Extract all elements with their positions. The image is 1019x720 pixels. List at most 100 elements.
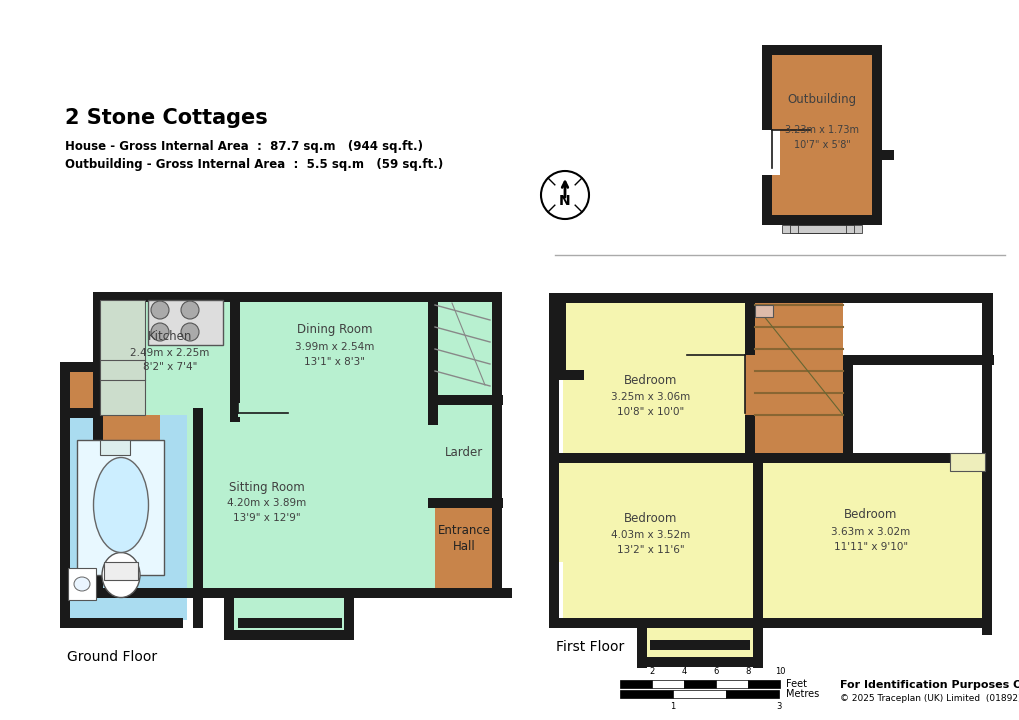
Bar xyxy=(752,453,762,628)
Text: House - Gross Internal Area  :  87.7 sq.m   (944 sq.ft.): House - Gross Internal Area : 87.7 sq.m … xyxy=(65,140,423,153)
Text: 1: 1 xyxy=(669,702,675,711)
Bar xyxy=(428,292,501,302)
Text: Sitting Room: Sitting Room xyxy=(229,480,305,493)
Bar xyxy=(93,292,103,592)
Text: First Floor: First Floor xyxy=(555,640,624,654)
Bar xyxy=(637,627,752,667)
Bar xyxy=(225,590,344,640)
Circle shape xyxy=(180,323,199,341)
Ellipse shape xyxy=(94,457,149,552)
Bar xyxy=(434,588,512,598)
Bar xyxy=(60,408,100,418)
Text: 13'9" x 12'9": 13'9" x 12'9" xyxy=(233,513,301,523)
Bar xyxy=(100,298,236,415)
Bar xyxy=(491,395,501,597)
Text: 4.20m x 3.89m: 4.20m x 3.89m xyxy=(227,498,307,508)
Bar xyxy=(193,408,203,628)
Bar xyxy=(649,640,749,650)
Text: 2: 2 xyxy=(649,667,654,676)
Bar xyxy=(104,562,138,580)
Text: 3.25m x 3.06m: 3.25m x 3.06m xyxy=(610,392,690,402)
Bar xyxy=(148,300,223,345)
Text: Hall: Hall xyxy=(452,541,475,554)
Bar xyxy=(637,618,646,668)
Bar xyxy=(434,298,499,415)
Bar xyxy=(562,302,752,462)
Bar xyxy=(620,690,673,698)
Text: Metres: Metres xyxy=(786,689,818,699)
Circle shape xyxy=(180,301,199,319)
Bar xyxy=(673,690,726,698)
Bar xyxy=(93,588,434,598)
Text: Outbuilding - Gross Internal Area  :  5.5 sq.m   (59 sq.ft.): Outbuilding - Gross Internal Area : 5.5 … xyxy=(65,158,443,171)
Bar xyxy=(555,618,752,628)
Bar xyxy=(548,293,558,373)
Bar xyxy=(982,293,993,365)
Bar xyxy=(754,305,772,317)
Circle shape xyxy=(151,301,169,319)
Text: 13'2" x 11'6": 13'2" x 11'6" xyxy=(616,545,684,555)
Text: 8: 8 xyxy=(745,667,750,676)
Bar xyxy=(343,588,354,640)
Ellipse shape xyxy=(102,552,140,598)
Bar xyxy=(752,302,842,462)
Bar xyxy=(428,292,437,422)
Bar xyxy=(752,618,762,668)
Circle shape xyxy=(151,323,169,341)
Bar xyxy=(224,588,233,640)
Bar xyxy=(434,415,499,507)
Bar xyxy=(491,292,501,597)
Bar xyxy=(562,462,752,627)
Bar xyxy=(236,298,434,415)
Bar xyxy=(761,45,881,55)
Bar xyxy=(761,130,780,175)
Bar xyxy=(548,293,558,628)
Bar xyxy=(651,680,684,688)
Bar xyxy=(60,362,70,412)
Text: 10'7" x 5'8": 10'7" x 5'8" xyxy=(793,140,850,150)
Text: Bedroom: Bedroom xyxy=(624,511,677,524)
Text: Feet: Feet xyxy=(786,679,806,689)
Bar xyxy=(797,225,845,233)
Bar xyxy=(771,55,871,215)
Bar xyxy=(761,45,771,225)
Bar xyxy=(229,292,239,422)
Text: © 2025 Traceplan (UK) Limited  (01892) 614 881: © 2025 Traceplan (UK) Limited (01892) 61… xyxy=(840,694,1019,703)
Bar xyxy=(782,225,861,233)
Text: Bedroom: Bedroom xyxy=(844,508,897,521)
Bar xyxy=(871,45,881,225)
Bar xyxy=(76,440,164,575)
Bar xyxy=(60,408,70,628)
Bar xyxy=(759,618,991,628)
Bar xyxy=(555,293,849,303)
Text: 4: 4 xyxy=(681,667,686,676)
Bar xyxy=(715,680,747,688)
Text: 3: 3 xyxy=(775,702,781,711)
Bar xyxy=(100,415,160,458)
Text: 3.99m x 2.54m: 3.99m x 2.54m xyxy=(296,342,374,352)
Text: For Identification Purposes Only.: For Identification Purposes Only. xyxy=(840,680,1019,690)
Bar xyxy=(229,405,327,415)
Bar xyxy=(871,150,893,160)
Bar xyxy=(100,300,145,415)
Text: 10'8" x 10'0": 10'8" x 10'0" xyxy=(616,407,684,417)
Bar xyxy=(555,293,566,373)
Text: 13'1" x 8'3": 13'1" x 8'3" xyxy=(305,357,365,367)
Bar xyxy=(842,355,852,462)
Text: Bedroom: Bedroom xyxy=(624,374,677,387)
Bar xyxy=(744,355,766,415)
Ellipse shape xyxy=(74,577,90,591)
Text: Dining Room: Dining Room xyxy=(297,323,372,336)
Bar xyxy=(93,292,103,594)
Bar xyxy=(491,292,501,402)
Text: N: N xyxy=(558,194,571,208)
Text: Kitchen: Kitchen xyxy=(148,330,192,343)
Bar xyxy=(620,680,651,688)
Text: 4.03m x 3.52m: 4.03m x 3.52m xyxy=(610,530,690,540)
Bar xyxy=(60,618,182,628)
Text: 2 Stone Cottages: 2 Stone Cottages xyxy=(65,108,268,128)
Bar xyxy=(981,293,991,635)
Bar xyxy=(949,453,984,471)
Bar xyxy=(761,215,881,225)
Bar xyxy=(289,403,355,417)
